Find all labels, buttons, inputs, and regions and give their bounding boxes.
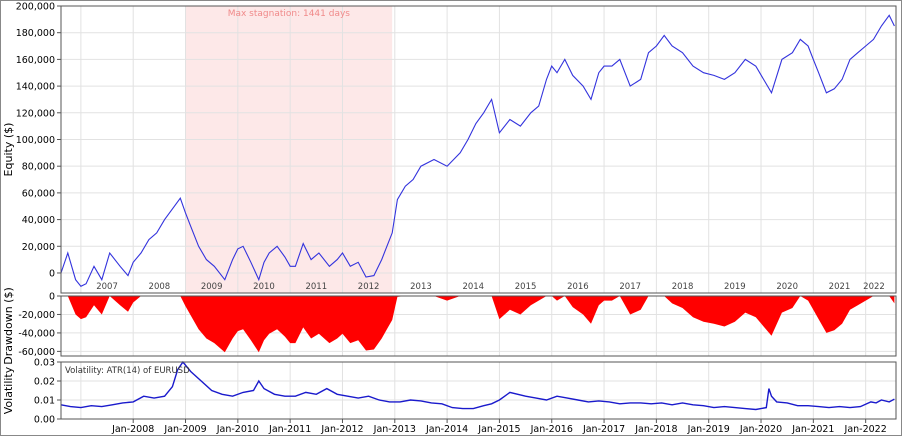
volatility-xtick-label: Jan-2021 bbox=[791, 424, 834, 435]
year-label: 2017 bbox=[619, 282, 641, 292]
volatility-xtick-label: Jan-2018 bbox=[634, 424, 677, 435]
year-label: 2012 bbox=[358, 282, 380, 292]
year-label: 2013 bbox=[410, 282, 432, 292]
year-label: 2022 bbox=[863, 282, 885, 292]
equity-ytick-label: 180,000 bbox=[16, 28, 55, 39]
volatility-title: Volatility: ATR(14) of EURUSD bbox=[65, 366, 190, 376]
equity-panel: Max stagnation: 1441 days 2007 2008 2009 20… bbox=[2, 2, 897, 294]
year-label: 2020 bbox=[776, 282, 798, 292]
equity-ytick-label: 40,000 bbox=[22, 215, 55, 226]
drawdown-ytick-label: -40,000 bbox=[18, 328, 55, 339]
equity-ytick-label: 160,000 bbox=[16, 55, 55, 66]
equity-line bbox=[60, 14, 895, 287]
drawdown-ytick-label: -20,000 bbox=[18, 310, 55, 321]
drawdown-ytick-label: -60,000 bbox=[18, 347, 55, 358]
drawdown-area bbox=[61, 296, 895, 353]
volatility-panel: Volatility: ATR(14) of EURUSD 0.00 0.01 0.… bbox=[2, 358, 897, 435]
volatility-xtick-label: Jan-2015 bbox=[477, 424, 520, 435]
volatility-xtick-label: Jan-2010 bbox=[216, 424, 259, 435]
volatility-xtick-label: Jan-2014 bbox=[425, 424, 468, 435]
drawdown-axis-label: Drawdown ($) bbox=[2, 287, 15, 365]
year-label: 2014 bbox=[462, 282, 484, 292]
year-label: 2016 bbox=[567, 282, 589, 292]
drawdown-ytick-label: 0 bbox=[49, 292, 55, 303]
volatility-xtick-label: Jan-2008 bbox=[111, 424, 154, 435]
drawdown-panel: 0 -20,000 -40,000 -60,000 Drawdown ($) bbox=[2, 287, 897, 365]
equity-ytick-label: 140,000 bbox=[16, 82, 55, 93]
equity-frame bbox=[60, 5, 897, 294]
volatility-xtick-label: Jan-2020 bbox=[739, 424, 782, 435]
volatility-xtick-label: Jan-2022 bbox=[844, 424, 887, 435]
equity-ytick-label: 0 bbox=[49, 268, 55, 279]
stagnation-annotation: Max stagnation: 1441 days bbox=[228, 9, 351, 19]
volatility-xtick-label: Jan-2016 bbox=[530, 424, 573, 435]
year-label: 2019 bbox=[724, 282, 746, 292]
year-label: 2011 bbox=[305, 282, 327, 292]
year-label: 2007 bbox=[96, 282, 118, 292]
volatility-ytick-label: 0.03 bbox=[34, 358, 55, 369]
equity-ytick-label: 80,000 bbox=[22, 162, 55, 173]
volatility-xtick-label: Jan-2019 bbox=[687, 424, 730, 435]
equity-ytick-label: 200,000 bbox=[16, 2, 55, 13]
equity-axis-label: Equity ($) bbox=[2, 123, 15, 177]
volatility-xtick-label: Jan-2017 bbox=[582, 424, 625, 435]
year-label: 2018 bbox=[672, 282, 694, 292]
equity-ytick-label: 20,000 bbox=[22, 242, 55, 253]
year-label: 2009 bbox=[201, 282, 223, 292]
equity-ytick-label: 60,000 bbox=[22, 188, 55, 199]
volatility-xtick-label: Jan-2009 bbox=[163, 424, 206, 435]
stagnation-band bbox=[185, 6, 393, 293]
equity-ytick-label: 120,000 bbox=[16, 108, 55, 119]
volatility-xtick-label: Jan-2013 bbox=[373, 424, 416, 435]
volatility-xtick-label: Jan-2011 bbox=[268, 424, 311, 435]
volatility-xtick-label: Jan-2012 bbox=[320, 424, 363, 435]
drawdown-frame bbox=[60, 295, 897, 357]
year-label: 2008 bbox=[149, 282, 171, 292]
volatility-frame bbox=[60, 361, 897, 420]
year-label: 2015 bbox=[515, 282, 537, 292]
volatility-ytick-label: 0.01 bbox=[34, 396, 55, 407]
year-label: 2021 bbox=[829, 282, 851, 292]
equity-ytick-label: 100,000 bbox=[16, 135, 55, 146]
volatility-line bbox=[60, 360, 895, 411]
volatility-ytick-label: 0.00 bbox=[34, 415, 55, 426]
year-label: 2010 bbox=[253, 282, 275, 292]
volatility-ytick-label: 0.02 bbox=[34, 377, 55, 388]
volatility-axis-label: Volatility bbox=[2, 366, 15, 414]
